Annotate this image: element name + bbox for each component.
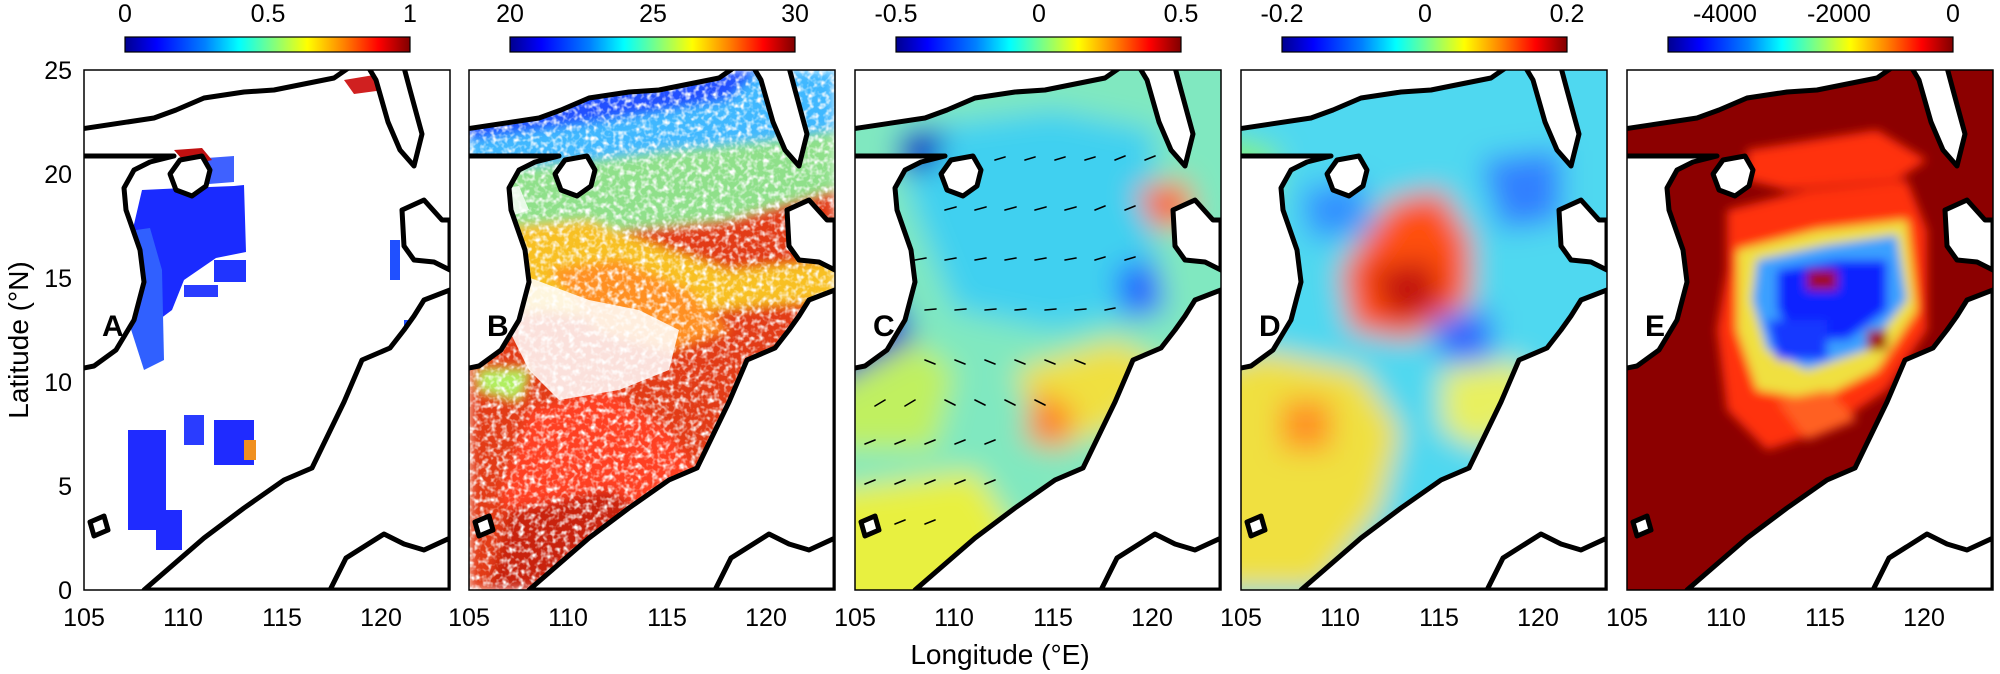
xtick-c-110: 110 — [934, 604, 974, 632]
panel-c-label: C — [873, 310, 895, 343]
colorbar-a-tick-0: 0 — [118, 0, 132, 28]
xtick-a-110: 110 — [163, 604, 203, 632]
colorbar-b-tick-0: 20 — [496, 0, 524, 28]
xticks-b: 105 110 115 120 — [448, 604, 787, 632]
xtick-e-105: 105 — [1606, 604, 1648, 632]
colorbar-b: 20 25 30 — [496, 0, 809, 53]
colorbar-a: 0 0.5 1 — [118, 0, 417, 53]
x-axis-title: Longitude (°E) — [910, 639, 1089, 670]
panel-a: 0 0.5 1 — [44, 0, 451, 632]
xtick-c-115: 115 — [1033, 604, 1073, 632]
xticks-c: 105 110 115 120 — [834, 604, 1173, 632]
land-a — [84, 70, 450, 590]
field-a-patch-4 — [184, 415, 204, 445]
field-a-patch-1 — [214, 260, 246, 282]
xtick-a-120: 120 — [360, 604, 402, 632]
colorbar-d-tick-0: -0.2 — [1260, 0, 1303, 28]
xtick-a-105: 105 — [63, 604, 105, 632]
panel-e-label: E — [1645, 310, 1665, 343]
land-e — [1627, 70, 1993, 590]
colorbar-c-tick-0: -0.5 — [874, 0, 917, 28]
xtick-b-105: 105 — [448, 604, 490, 632]
land-c — [855, 70, 1221, 590]
field-a-patch-2 — [184, 285, 218, 297]
colorbar-d-tick-1: 0 — [1418, 0, 1432, 28]
field-a-patch-7 — [390, 240, 400, 280]
colorbar-e-tick-1: -2000 — [1807, 0, 1871, 28]
map-e: E — [1627, 70, 1993, 590]
land-d — [1241, 70, 1607, 590]
panel-d: -0.2 0 0.2 — [1220, 0, 1608, 632]
colorbar-b-gradient — [509, 36, 796, 53]
xtick-e-115: 115 — [1805, 604, 1845, 632]
xtick-d-115: 115 — [1419, 604, 1459, 632]
colorbar-d: -0.2 0 0.2 — [1260, 0, 1585, 53]
yticks-a: 0 5 10 15 20 25 — [44, 57, 72, 605]
xtick-d-120: 120 — [1517, 604, 1559, 632]
xticks-a: 105 110 115 120 — [63, 604, 402, 632]
ytick-0: 0 — [58, 577, 72, 605]
xtick-b-120: 120 — [745, 604, 787, 632]
panel-b: 20 25 30 — [448, 0, 836, 632]
colorbar-c-gradient — [895, 36, 1182, 53]
frame-a — [83, 69, 451, 591]
colorbar-b-tick-2: 30 — [781, 0, 809, 28]
colorbar-c-tick-1: 0 — [1032, 0, 1046, 28]
field-a-patch-9 — [156, 510, 182, 550]
map-c: C — [855, 70, 1221, 590]
ytick-20: 20 — [44, 161, 72, 189]
xtick-d-110: 110 — [1320, 604, 1360, 632]
map-d: D — [1241, 70, 1607, 590]
colorbar-d-gradient — [1281, 36, 1568, 53]
colorbar-b-tick-1: 25 — [639, 0, 667, 28]
ytick-15: 15 — [44, 265, 72, 293]
colorbar-d-tick-2: 0.2 — [1550, 0, 1585, 28]
colorbar-a-tick-1: 0.5 — [251, 0, 286, 28]
frame-d — [1240, 69, 1608, 591]
ytick-25: 25 — [44, 57, 72, 85]
frame-b — [468, 69, 836, 591]
xtick-b-110: 110 — [548, 604, 588, 632]
xtick-e-120: 120 — [1903, 604, 1945, 632]
panel-a-label: A — [102, 310, 124, 343]
xtick-b-115: 115 — [647, 604, 687, 632]
xtick-c-105: 105 — [834, 604, 876, 632]
colorbar-a-gradient — [124, 36, 411, 53]
y-axis-title: Latitude (°N) — [3, 261, 34, 419]
panel-e: -4000 -2000 0 — [1606, 0, 1994, 632]
field-b-cloud-region — [509, 270, 679, 400]
colorbar-c-tick-2: 0.5 — [1164, 0, 1199, 28]
ytick-10: 10 — [44, 369, 72, 397]
map-a: A — [84, 70, 450, 590]
map-b: B — [469, 70, 835, 590]
colorbar-e-tick-0: -4000 — [1693, 0, 1757, 28]
xtick-c-120: 120 — [1131, 604, 1173, 632]
ytick-5: 5 — [58, 473, 72, 501]
xtick-d-105: 105 — [1220, 604, 1262, 632]
colorbar-e-gradient — [1667, 36, 1954, 53]
colorbar-e: -4000 -2000 0 — [1667, 0, 1960, 53]
panel-d-label: D — [1259, 310, 1281, 343]
xtick-e-110: 110 — [1706, 604, 1746, 632]
frame-c — [854, 69, 1222, 591]
panel-b-label: B — [487, 310, 509, 343]
xtick-a-115: 115 — [262, 604, 302, 632]
colorbar-a-tick-2: 1 — [403, 0, 417, 28]
frame-e — [1626, 69, 1994, 591]
xticks-d: 105 110 115 120 — [1220, 604, 1559, 632]
land-b — [469, 70, 835, 590]
colorbar-c: -0.5 0 0.5 — [874, 0, 1199, 53]
field-a-patch-6 — [244, 440, 256, 460]
xticks-e: 105 110 115 120 — [1606, 604, 1945, 632]
panel-c: -0.5 0 0.5 — [834, 0, 1222, 632]
colorbar-e-tick-2: 0 — [1946, 0, 1960, 28]
